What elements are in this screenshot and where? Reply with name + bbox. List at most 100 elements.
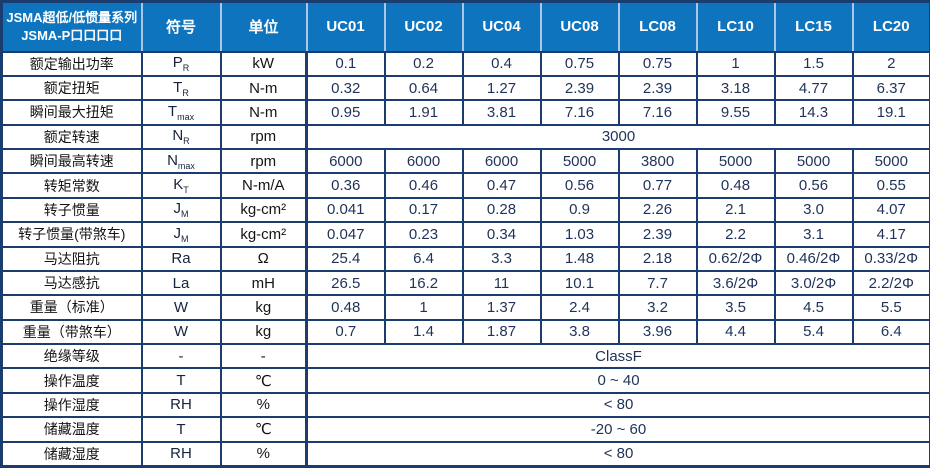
table-row: 额定转速 NR rpm 3000 [0,123,930,151]
symbol-cell: - [140,342,222,370]
value-cell: 4.4 [695,318,776,346]
value-cell: 0.75 [539,50,620,77]
unit-cell: rpm [219,147,308,175]
value-cell: 0.1 [305,50,386,77]
symbol-base: T [176,372,186,390]
value-cell: 1.27 [461,74,542,102]
symbol-base: T [176,420,186,438]
value-cell: 5000 [851,147,930,175]
table-row: 转子惯量(带煞车) JM kg-cm² 0.047 0.23 0.34 1.03 2.39 2.… [0,221,930,248]
value-cell: 0.34 [461,221,542,248]
unit-cell: N-m [219,99,308,126]
model-header-uc01: UC01 [305,1,385,53]
value-cell: 5.5 [851,294,930,321]
row-label: 额定扭矩 [0,74,143,102]
value-cell: 7.16 [539,99,620,126]
value-cell: 19.1 [851,99,930,126]
row-label: 重量（带煞车） [0,318,143,346]
row-label: 储藏湿度 [0,440,143,468]
value-cell: 0.55 [851,172,930,199]
header-row: JSMA超低/低惯量系列 JSMA-P口口口口 符号 单位 UC01 UC02 … [1,1,930,53]
symbol-base: W [173,323,189,341]
value-cell: 1 [383,294,464,321]
value-cell: 0.47 [461,172,542,199]
value-cell: 3.3 [461,245,542,272]
symbol-base: N [167,151,178,169]
spec-table-body: 额定输出功率 PR kW 0.1 0.2 0.4 0.75 0.75 1 1.5 2 额定扭矩 TR N-… [0,50,930,468]
symbol-cell: KT [140,172,222,199]
value-cell: 2.2/2Φ [851,269,930,297]
value-cell: 0.32 [305,74,386,102]
value-cell: 4.17 [851,221,930,248]
symbol-cell: Ra [140,245,222,272]
value-cell: 7.16 [617,99,698,126]
value-cell: 6000 [461,147,542,175]
table-row: 储藏温度 T ℃ -20 ~ 60 [0,416,930,443]
unit-cell: ℃ [219,416,308,443]
series-title: JSMA超低/低惯量系列 JSMA-P口口口口 [1,1,142,53]
symbol-subscript: R [183,136,190,147]
model-header-lc20: LC20 [851,1,930,53]
symbol-cell: JM [140,196,222,224]
symbol-cell: TR [140,74,222,102]
value-cell: 5000 [695,147,776,175]
symbol-base: K [173,176,184,194]
symbol-cell: T [140,367,222,394]
value-cell: 0.041 [305,196,386,224]
symbol-subscript: R [182,63,190,74]
symbol-base: Ra [171,250,191,268]
value-cell: 0.56 [773,172,854,199]
value-cell: 5.4 [773,318,854,346]
value-cell: 0.46/2Φ [773,245,854,272]
value-cell: 9.55 [695,99,776,126]
span-value-cell: < 80 [305,440,930,468]
table-row: 绝缘等级 - - ClassF [0,342,930,370]
model-header-uc04: UC04 [461,1,541,53]
unit-cell: kg-cm² [219,221,308,248]
value-cell: 0.28 [461,196,542,224]
value-cell: 0.77 [617,172,698,199]
unit-cell: kW [219,50,308,77]
symbol-cell: PR [140,50,222,77]
row-label: 转矩常数 [0,172,143,199]
table-row: 瞬间最高转速 Nmax rpm 6000 6000 6000 5000 3800 5000 500… [0,147,930,175]
row-label: 瞬间最大扭矩 [0,99,143,126]
span-value-cell: -20 ~ 60 [305,416,930,443]
unit-cell: kg [219,294,308,321]
value-cell: 10.1 [539,269,620,297]
row-label: 瞬间最高转速 [0,147,143,175]
value-cell: 0.75 [617,50,698,77]
value-cell: 3.0/2Φ [773,269,854,297]
value-cell: 0.64 [383,74,464,102]
value-cell: 2.1 [695,196,776,224]
value-cell: 4.5 [773,294,854,321]
span-value-cell: ClassF [305,342,930,370]
value-cell: 0.7 [305,318,386,346]
value-cell: 2.39 [617,74,698,102]
symbol-cell: JM [140,221,222,248]
value-cell: 3800 [617,147,698,175]
unit-cell: N-m [219,74,308,102]
symbol-subscript: M [181,233,189,244]
symbol-base: P [172,54,183,72]
value-cell: 5000 [773,147,854,175]
value-cell: 0.4 [461,50,542,77]
value-cell: 0.17 [383,196,464,224]
value-cell: 0.56 [539,172,620,199]
symbol-cell: W [140,318,222,346]
row-label: 额定转速 [0,123,143,151]
value-cell: 4.77 [773,74,854,102]
value-cell: 26.5 [305,269,386,297]
value-cell: 2.4 [539,294,620,321]
value-cell: 2.39 [617,221,698,248]
row-label: 马达感抗 [0,269,143,297]
table-row: 瞬间最大扭矩 Tmax N-m 0.95 1.91 3.81 7.16 7.16 9.55 14.… [0,99,930,126]
symbol-base: T [173,78,183,96]
symbol-base: J [173,200,182,218]
value-cell: 0.33/2Φ [851,245,930,272]
symbol-base: W [173,298,189,316]
row-label: 操作湿度 [0,391,143,419]
